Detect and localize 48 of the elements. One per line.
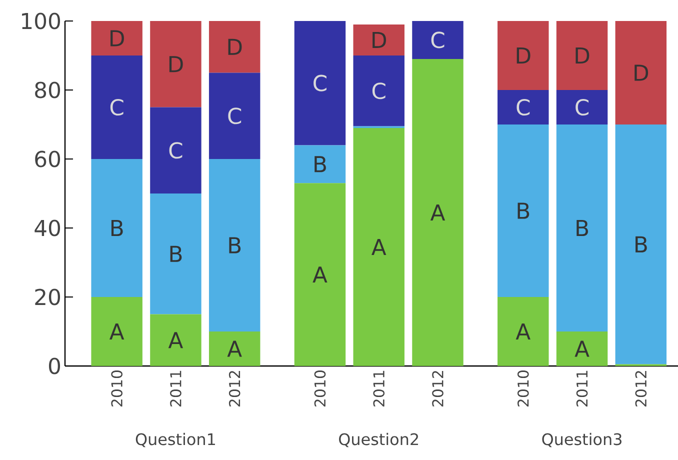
x-tick-label: 2012	[228, 371, 240, 406]
data-label: A	[574, 340, 590, 357]
data-label: B	[636, 236, 647, 252]
data-label: C	[576, 98, 588, 116]
data-label: A	[372, 238, 386, 255]
y-tick-label: 0	[48, 358, 60, 374]
data-label: B	[518, 202, 530, 219]
data-label: C	[372, 82, 386, 100]
data-label: B	[229, 237, 241, 254]
y-tick-label: 100	[22, 12, 60, 30]
data-label: D	[169, 56, 183, 72]
data-label: A	[227, 340, 242, 357]
y-tick-label: 80	[35, 82, 60, 98]
text: Question1	[136, 432, 215, 448]
data-label: A	[430, 204, 446, 220]
data-label: C	[516, 98, 530, 116]
data-label: C	[169, 142, 182, 159]
data-label: B	[314, 156, 326, 172]
data-label: B	[576, 220, 588, 236]
x-tick-label: 2012	[432, 371, 444, 406]
data-label: D	[110, 30, 124, 46]
data-label: D	[228, 38, 242, 55]
y-tick-label: 60	[35, 150, 60, 168]
data-label: C	[228, 108, 242, 124]
x-tick-label: 2010	[517, 370, 529, 406]
data-label: C	[431, 32, 444, 48]
x-tick-label: 2012	[635, 371, 647, 406]
data-label: D	[516, 48, 530, 64]
data-label: A	[516, 324, 530, 340]
data-label: C	[314, 74, 326, 92]
data-label: C	[110, 98, 124, 116]
data-label: A	[312, 266, 328, 283]
x-tick-label: 2011	[373, 370, 385, 406]
data-label: B	[170, 246, 182, 262]
data-label: A	[168, 332, 184, 348]
data-label: B	[111, 220, 123, 236]
text: Question3	[542, 432, 622, 448]
y-tick-label: 40	[34, 220, 60, 236]
x-tick-label: 2010	[314, 370, 326, 406]
data-label: D	[634, 64, 648, 81]
data-label: D	[576, 48, 590, 64]
data-label: A	[109, 324, 124, 340]
data-label: D	[372, 32, 386, 48]
y-tick-label: 20	[35, 288, 60, 306]
x-tick-label: 2011	[170, 370, 182, 406]
x-tick-label: 2011	[576, 370, 588, 406]
x-tick-label: 2010	[111, 370, 122, 406]
text: Question2	[339, 432, 418, 448]
